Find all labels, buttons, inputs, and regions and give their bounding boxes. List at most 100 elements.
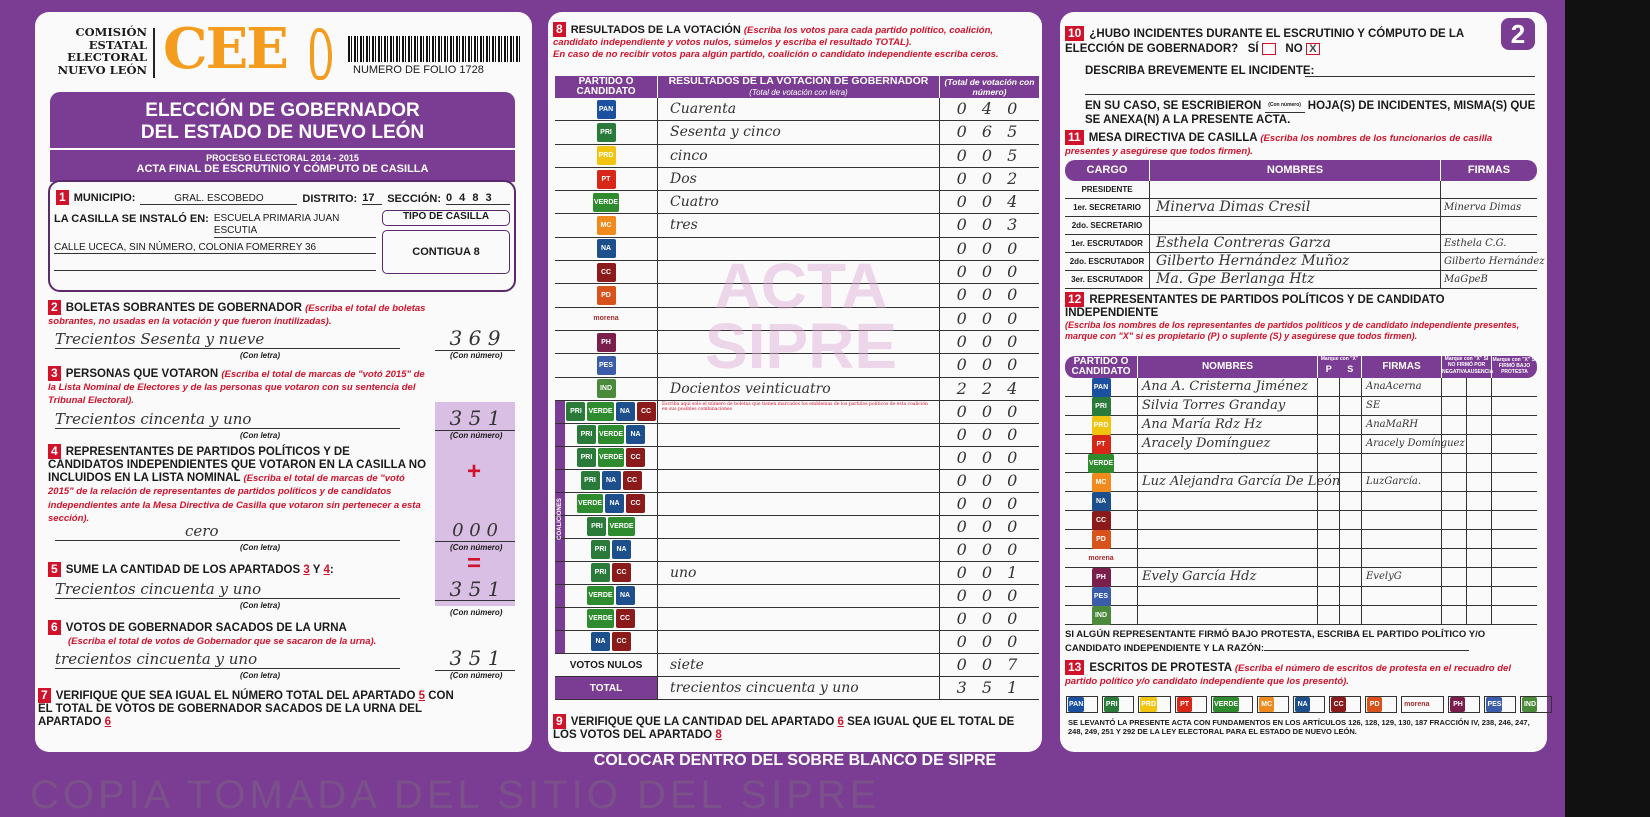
ausencia-checkbox[interactable] xyxy=(1466,473,1491,491)
votes-numero-field[interactable]: 0 0 0 xyxy=(939,446,1039,469)
funcionario-firma-field[interactable] xyxy=(1440,181,1537,198)
protesta-checkbox[interactable] xyxy=(1491,397,1537,415)
suma-letra-field[interactable]: Trecientos cincuenta y uno xyxy=(55,580,400,599)
funcionario-nombre-field[interactable]: Gilberto Hernández Muñoz xyxy=(1149,253,1440,270)
ausencia-checkbox[interactable] xyxy=(1466,530,1491,548)
votes-letra-field[interactable] xyxy=(657,607,939,630)
protesta-field[interactable] xyxy=(1264,650,1469,651)
negativa-checkbox[interactable] xyxy=(1441,473,1466,491)
suplente-checkbox[interactable] xyxy=(1339,435,1361,453)
ausencia-checkbox[interactable] xyxy=(1466,416,1491,434)
votes-numero-field[interactable]: 0 0 1 xyxy=(939,561,1039,584)
negativa-checkbox[interactable] xyxy=(1441,397,1466,415)
votes-numero-field[interactable]: 0 0 0 xyxy=(939,584,1039,607)
representante-nombre-field[interactable] xyxy=(1137,530,1317,548)
votes-letra-field[interactable] xyxy=(657,630,939,653)
municipio-field[interactable]: GRAL. ESCOBEDO xyxy=(140,193,298,205)
votes-letra-field[interactable] xyxy=(657,423,939,446)
suma-numero-field[interactable]: 3 5 1 xyxy=(435,578,515,601)
propietario-checkbox[interactable] xyxy=(1317,435,1339,453)
tipo-casilla-field[interactable]: CONTIGUA 8 xyxy=(382,230,510,274)
votes-letra-field[interactable] xyxy=(657,538,939,561)
suplente-checkbox[interactable] xyxy=(1339,549,1361,567)
votes-numero-field[interactable]: 0 0 0 xyxy=(939,423,1039,446)
protesta-checkbox[interactable] xyxy=(1491,511,1537,529)
votes-numero-field[interactable]: 0 0 0 xyxy=(939,354,1039,377)
votes-letra-field[interactable]: Cuarenta xyxy=(657,98,939,121)
votes-numero-field[interactable]: 0 4 0 xyxy=(939,98,1039,121)
protesta-checkbox[interactable] xyxy=(1491,492,1537,510)
protesta-box[interactable]: VERDE xyxy=(1211,696,1254,713)
urna-letra-field[interactable]: trecientos cincuenta y uno xyxy=(55,650,400,669)
representante-nombre-field[interactable]: Luz Alejandra García De León xyxy=(1137,473,1340,491)
suplente-checkbox[interactable] xyxy=(1339,568,1361,586)
representante-nombre-field[interactable]: Ana María Rdz Hz xyxy=(1137,416,1317,434)
representante-nombre-field[interactable]: Ana A. Cristerna Jiménez xyxy=(1137,378,1317,396)
funcionario-firma-field[interactable] xyxy=(1440,217,1537,234)
ausencia-checkbox[interactable] xyxy=(1466,511,1491,529)
votes-letra-field[interactable]: Escriba aquí solo el número de boletas q… xyxy=(657,400,939,423)
propietario-checkbox[interactable] xyxy=(1317,568,1339,586)
funcionario-nombre-field[interactable] xyxy=(1149,181,1440,198)
ausencia-checkbox[interactable] xyxy=(1466,435,1491,453)
funcionario-firma-field[interactable]: Minerva Dimas xyxy=(1440,199,1537,216)
propietario-checkbox[interactable] xyxy=(1317,397,1339,415)
votes-letra-field[interactable]: Dos xyxy=(657,167,939,191)
votes-numero-field[interactable]: 0 0 0 xyxy=(939,630,1039,653)
representante-firma-field[interactable] xyxy=(1361,511,1441,529)
ausencia-checkbox[interactable] xyxy=(1466,454,1491,472)
seccion-field[interactable]: 0 4 8 3 xyxy=(446,192,510,205)
propietario-checkbox[interactable] xyxy=(1317,473,1339,491)
propietario-checkbox[interactable] xyxy=(1317,378,1339,396)
representante-firma-field[interactable]: Aracely Domínguez xyxy=(1361,435,1465,453)
representante-nombre-field[interactable]: Silvia Torres Granday xyxy=(1137,397,1317,415)
protesta-checkbox[interactable] xyxy=(1491,568,1537,586)
suplente-checkbox[interactable] xyxy=(1339,606,1361,624)
representante-firma-field[interactable] xyxy=(1361,492,1441,510)
votes-letra-field[interactable]: siete xyxy=(657,653,939,677)
protesta-box[interactable]: PRI xyxy=(1102,696,1135,713)
votes-numero-field[interactable]: 0 0 7 xyxy=(939,653,1039,677)
ausencia-checkbox[interactable] xyxy=(1466,568,1491,586)
negativa-checkbox[interactable] xyxy=(1441,416,1466,434)
describe-field-2[interactable] xyxy=(1085,94,1535,95)
ausencia-checkbox[interactable] xyxy=(1466,492,1491,510)
boletas-numero-field[interactable]: 3 6 9 xyxy=(435,326,515,351)
propietario-checkbox[interactable] xyxy=(1317,549,1339,567)
funcionario-firma-field[interactable]: Esthela C.G. xyxy=(1440,235,1537,252)
negativa-checkbox[interactable] xyxy=(1441,492,1466,510)
protesta-checkbox[interactable] xyxy=(1491,416,1537,434)
protesta-box[interactable]: IND xyxy=(1520,696,1553,713)
suplente-checkbox[interactable] xyxy=(1339,511,1361,529)
propietario-checkbox[interactable] xyxy=(1317,492,1339,510)
propietario-checkbox[interactable] xyxy=(1317,416,1339,434)
ausencia-checkbox[interactable] xyxy=(1466,587,1491,605)
urna-numero-field[interactable]: 3 5 1 xyxy=(435,646,515,671)
suplente-checkbox[interactable] xyxy=(1339,473,1361,491)
representante-nombre-field[interactable] xyxy=(1137,454,1317,472)
votes-letra-field[interactable]: trecientos cincuenta y uno xyxy=(657,677,939,700)
votes-letra-field[interactable] xyxy=(657,354,939,377)
representante-nombre-field[interactable] xyxy=(1137,492,1317,510)
hojas-field[interactable]: (Con número) xyxy=(1264,98,1305,113)
distrito-field[interactable]: 17 xyxy=(362,192,383,205)
votes-numero-field[interactable]: 0 0 5 xyxy=(939,144,1039,167)
protesta-box[interactable]: PT xyxy=(1175,696,1208,713)
ausencia-checkbox[interactable] xyxy=(1466,606,1491,624)
representante-nombre-field[interactable] xyxy=(1137,511,1317,529)
si-checkbox[interactable] xyxy=(1261,42,1276,55)
representante-firma-field[interactable] xyxy=(1361,549,1441,567)
negativa-checkbox[interactable] xyxy=(1441,606,1466,624)
protesta-box[interactable]: PES xyxy=(1484,696,1517,713)
votes-numero-field[interactable]: 2 2 4 xyxy=(939,377,1039,400)
representantes-numero-field[interactable]: 0 0 0 xyxy=(435,520,515,542)
propietario-checkbox[interactable] xyxy=(1317,606,1339,624)
negativa-checkbox[interactable] xyxy=(1441,568,1466,586)
suplente-checkbox[interactable] xyxy=(1339,397,1361,415)
votes-numero-field[interactable]: 0 6 5 xyxy=(939,121,1039,144)
suplente-checkbox[interactable] xyxy=(1339,378,1361,396)
negativa-checkbox[interactable] xyxy=(1441,530,1466,548)
votes-numero-field[interactable]: 0 0 0 xyxy=(939,307,1039,330)
suplente-checkbox[interactable] xyxy=(1339,492,1361,510)
votaron-numero-field[interactable]: 3 5 1 xyxy=(435,406,515,431)
